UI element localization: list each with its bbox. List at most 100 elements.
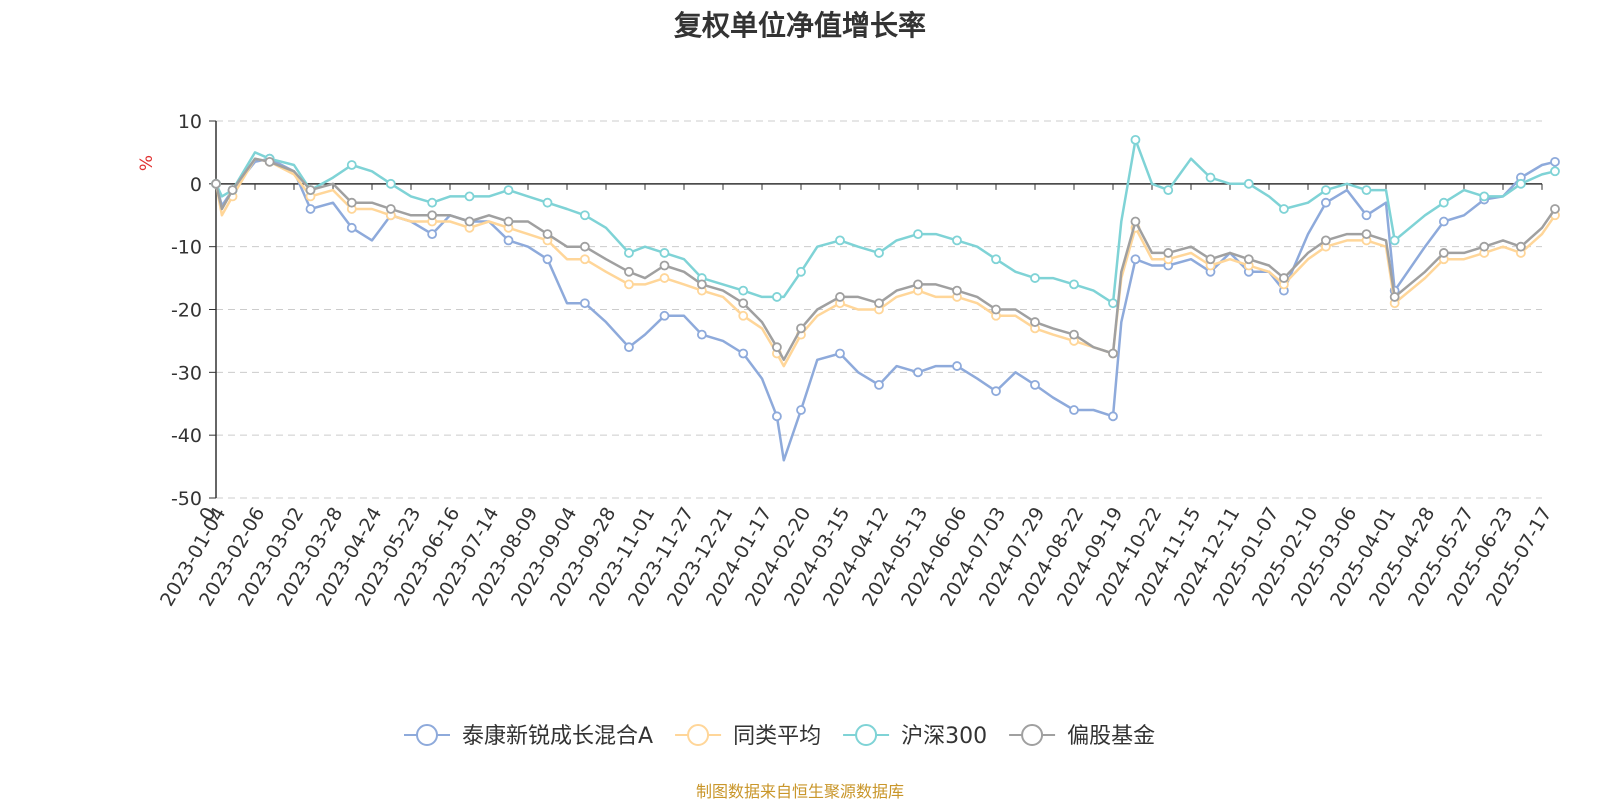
series-2-point <box>1438 197 1449 208</box>
series-2-point <box>1361 185 1372 196</box>
legend-label: 泰康新锐成长混合A <box>462 724 653 749</box>
series-3-point <box>346 197 357 208</box>
series-3-point <box>1550 204 1560 214</box>
series-0-point <box>1069 405 1079 415</box>
series-0-point <box>835 348 845 359</box>
legend-marker <box>1021 724 1044 746</box>
series-line-3 <box>214 157 1557 362</box>
series-2-point <box>1515 178 1526 189</box>
series-3-point <box>579 241 590 252</box>
series-3-point <box>696 279 707 290</box>
series-3-point <box>738 298 749 309</box>
y-tick-label: -40 <box>171 425 202 447</box>
series-0-point <box>738 348 749 359</box>
series-0-point <box>874 379 884 390</box>
series-3-point <box>427 210 438 221</box>
series-3-point <box>227 185 238 196</box>
series-2-point <box>1205 172 1216 183</box>
y-tick-label: 0 <box>190 174 202 196</box>
source-note: 制图数据来自恒生聚源数据库 <box>695 782 904 801</box>
series-2-point <box>579 210 590 221</box>
series-3-point <box>772 342 782 353</box>
series-2-point <box>1030 273 1040 283</box>
legend-item-0[interactable]: 泰康新锐成长混合A <box>404 724 653 749</box>
series-2-point <box>772 292 782 302</box>
series-3-point <box>542 229 553 240</box>
series-0-point <box>346 222 357 233</box>
series-2-point <box>952 235 962 246</box>
series-2-point <box>796 266 806 277</box>
series-0-point <box>542 254 553 265</box>
series-0-point <box>913 367 923 378</box>
series-0-point <box>1361 210 1372 221</box>
chart-title: 复权单位净值增长率 <box>673 9 926 42</box>
series-0-point <box>991 386 1001 397</box>
y-tick-label: -30 <box>171 362 202 384</box>
legend-item-2[interactable]: 沪深300 <box>843 724 987 749</box>
series-2-point <box>1243 178 1254 189</box>
series-2-point <box>1130 134 1141 145</box>
series-3-point <box>874 298 884 309</box>
legend-marker <box>855 724 878 746</box>
series-2-point <box>427 197 438 208</box>
legend-marker <box>687 724 710 746</box>
y-tick-label: -50 <box>171 488 202 510</box>
series-0-point <box>1030 379 1040 390</box>
series-3-point <box>913 279 923 290</box>
series-1-point <box>738 310 749 321</box>
legend-marker <box>416 724 438 746</box>
series-2-point <box>1069 279 1079 290</box>
legend-item-1[interactable]: 同类平均 <box>675 724 821 749</box>
series-2-point <box>385 178 396 189</box>
y-tick-label: -20 <box>171 300 202 322</box>
legend-item-3[interactable]: 偏股基金 <box>1009 724 1155 749</box>
series-2-point <box>913 229 923 240</box>
series-2-point <box>874 248 884 258</box>
series-3-point <box>624 266 634 277</box>
series-0-point <box>503 235 514 246</box>
series-3-point <box>264 156 275 167</box>
series-1-point <box>624 279 634 290</box>
series-0-point <box>796 405 806 415</box>
series-3-point <box>1389 292 1400 302</box>
series-3-point <box>1108 348 1118 359</box>
series-3-point <box>1243 254 1254 265</box>
series-2-point <box>1108 298 1118 309</box>
legend-label: 同类平均 <box>733 724 821 749</box>
legend-label: 沪深300 <box>901 724 987 749</box>
series-0-point <box>952 361 962 371</box>
series-0-point <box>696 329 707 340</box>
legend-label: 偏股基金 <box>1067 724 1155 749</box>
series-3-point <box>1163 248 1174 258</box>
series-2-point <box>1163 185 1174 196</box>
legend[interactable]: 泰康新锐成长混合A 同类平均 沪深300 偏股基金 <box>404 724 1155 749</box>
series-3-point <box>1205 254 1216 265</box>
series-0-point <box>1320 197 1331 208</box>
series-3-point <box>211 178 221 189</box>
series-0-point <box>1130 254 1141 265</box>
series-3-point <box>1438 248 1449 258</box>
series-3-point <box>305 185 316 196</box>
series-3-point <box>952 285 962 296</box>
series-0-point <box>624 342 634 353</box>
series-2-point <box>464 191 475 202</box>
series-2-point <box>542 197 553 208</box>
series-3-point <box>464 216 475 227</box>
series-0-point <box>772 411 782 422</box>
series-0-point <box>659 310 670 321</box>
series-3-point <box>1069 329 1079 340</box>
series-2-point <box>1550 166 1560 177</box>
series-2-point <box>991 254 1001 265</box>
series-3-point <box>1130 216 1141 227</box>
series-3-point <box>659 260 670 271</box>
series-2-point <box>346 160 357 170</box>
series-3-point <box>1515 241 1526 252</box>
series-3-point <box>991 304 1001 315</box>
series-layer <box>211 134 1560 462</box>
series-3-point <box>1479 241 1490 252</box>
series-0-point <box>1438 216 1449 227</box>
series-2-point <box>1479 191 1490 202</box>
series-0-point <box>579 298 590 309</box>
series-2-point <box>1389 235 1400 246</box>
